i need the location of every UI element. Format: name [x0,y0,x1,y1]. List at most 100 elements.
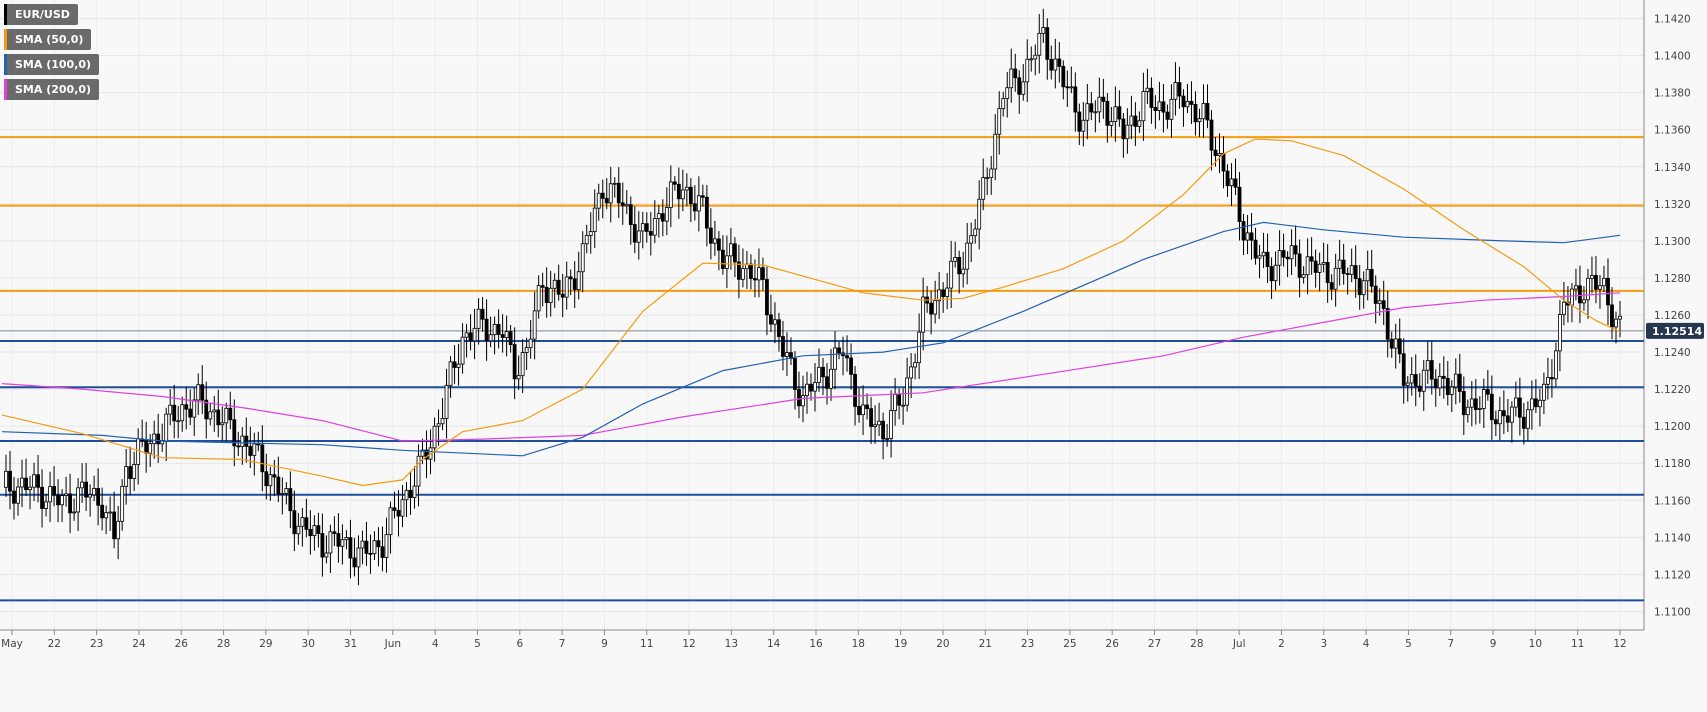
candle-body [885,437,889,440]
x-tick-label: 12 [1613,638,1626,650]
candle-body [1137,120,1142,127]
y-tick-label: 1.1100 [1654,606,1691,618]
candle-body [1497,410,1502,425]
legend-item-eurusd[interactable]: EUR/USD [4,4,78,25]
legend-item-sma100[interactable]: SMA (100,0) [4,54,100,75]
candle-body [700,195,705,198]
candle-body [1618,315,1622,320]
candle-body [1449,386,1454,395]
candle-body [4,470,8,488]
candle-body [720,249,725,269]
x-tick-label: 21 [979,638,992,650]
candle-body [612,182,617,185]
candle-body [372,540,377,555]
candle-body [933,300,938,315]
y-tick-label: 1.1300 [1654,236,1691,248]
y-tick-label: 1.1200 [1654,421,1691,433]
x-tick-label: 28 [1190,638,1203,650]
candle-body [985,177,990,179]
candle-body [1610,304,1614,328]
candle-body [144,440,149,454]
candle-body [861,404,865,416]
candle-body [1201,103,1206,120]
candle-body [1317,263,1322,273]
candle-body [124,466,129,487]
legend-label-sma100: SMA (100,0) [15,58,92,71]
candle-body [48,486,52,503]
candle-body [164,413,169,442]
candle-body [989,168,994,178]
legend-item-sma50[interactable]: SMA (50,0) [4,29,92,50]
candle-body [272,474,277,478]
candle-body [644,223,649,232]
legend-swatch-sma200 [4,79,7,100]
candle-body [1429,360,1434,380]
candle-body [628,204,633,225]
candle-body [1157,101,1162,112]
candle-body [1469,398,1474,408]
candle-body [456,363,461,368]
y-tick-label: 1.1400 [1654,51,1691,63]
candle-body [72,511,76,514]
candle-body [224,407,229,424]
candle-body [1369,268,1374,287]
candle-body [1069,86,1074,89]
candle-body [1501,410,1506,417]
candle-body [420,449,425,457]
candle-body [1293,245,1298,255]
candle-body [1401,353,1406,386]
candle-body [208,411,213,420]
candle-body [961,268,966,275]
candle-body [76,487,80,513]
candle-body [120,485,125,522]
candle-body [1606,277,1610,306]
candle-body [1161,101,1166,113]
candle-body [32,474,36,488]
candle-body [412,485,417,498]
candle-body [893,394,898,412]
x-tick-label: 24 [132,638,146,650]
candle-body [1481,389,1486,409]
candle-body [1277,250,1282,266]
candle-body [1169,98,1174,120]
candle-body [724,255,729,269]
legend-swatch-sma50 [4,29,7,50]
x-tick-label: 5 [474,638,481,650]
x-tick-label: May [1,638,23,650]
candle-body [716,238,721,251]
candle-body [1329,282,1334,290]
y-tick-label: 1.1420 [1654,14,1691,26]
candle-body [1365,268,1370,282]
candle-body [1602,277,1606,287]
candle-body [769,314,773,325]
candle-body [865,404,869,410]
x-tick-label: 30 [302,638,315,650]
candle-body [344,537,349,541]
candle-body [284,488,289,494]
legend-item-sma200[interactable]: SMA (200,0) [4,79,100,100]
candle-body [452,361,457,368]
candle-body [929,302,934,315]
candle-body [881,420,885,440]
candle-body [504,331,509,338]
candle-body [1473,398,1478,410]
candle-body [696,195,701,212]
candle-body [280,493,285,495]
candle-body [1081,119,1086,132]
candle-body [1537,399,1542,408]
candle-body [328,531,333,554]
candle-body [200,384,205,401]
candle-body [1594,275,1598,290]
last-price-badge [1646,322,1704,339]
candle-body [364,540,369,554]
x-tick-label: Jun [384,638,401,650]
candle-body [496,323,501,335]
candle-body [1570,288,1574,306]
candle-body [312,525,317,537]
candle-body [833,347,837,370]
candle-body [1281,250,1286,258]
y-tick-label: 1.1260 [1654,310,1691,322]
candle-body [1381,300,1386,309]
candle-body [1546,377,1550,385]
